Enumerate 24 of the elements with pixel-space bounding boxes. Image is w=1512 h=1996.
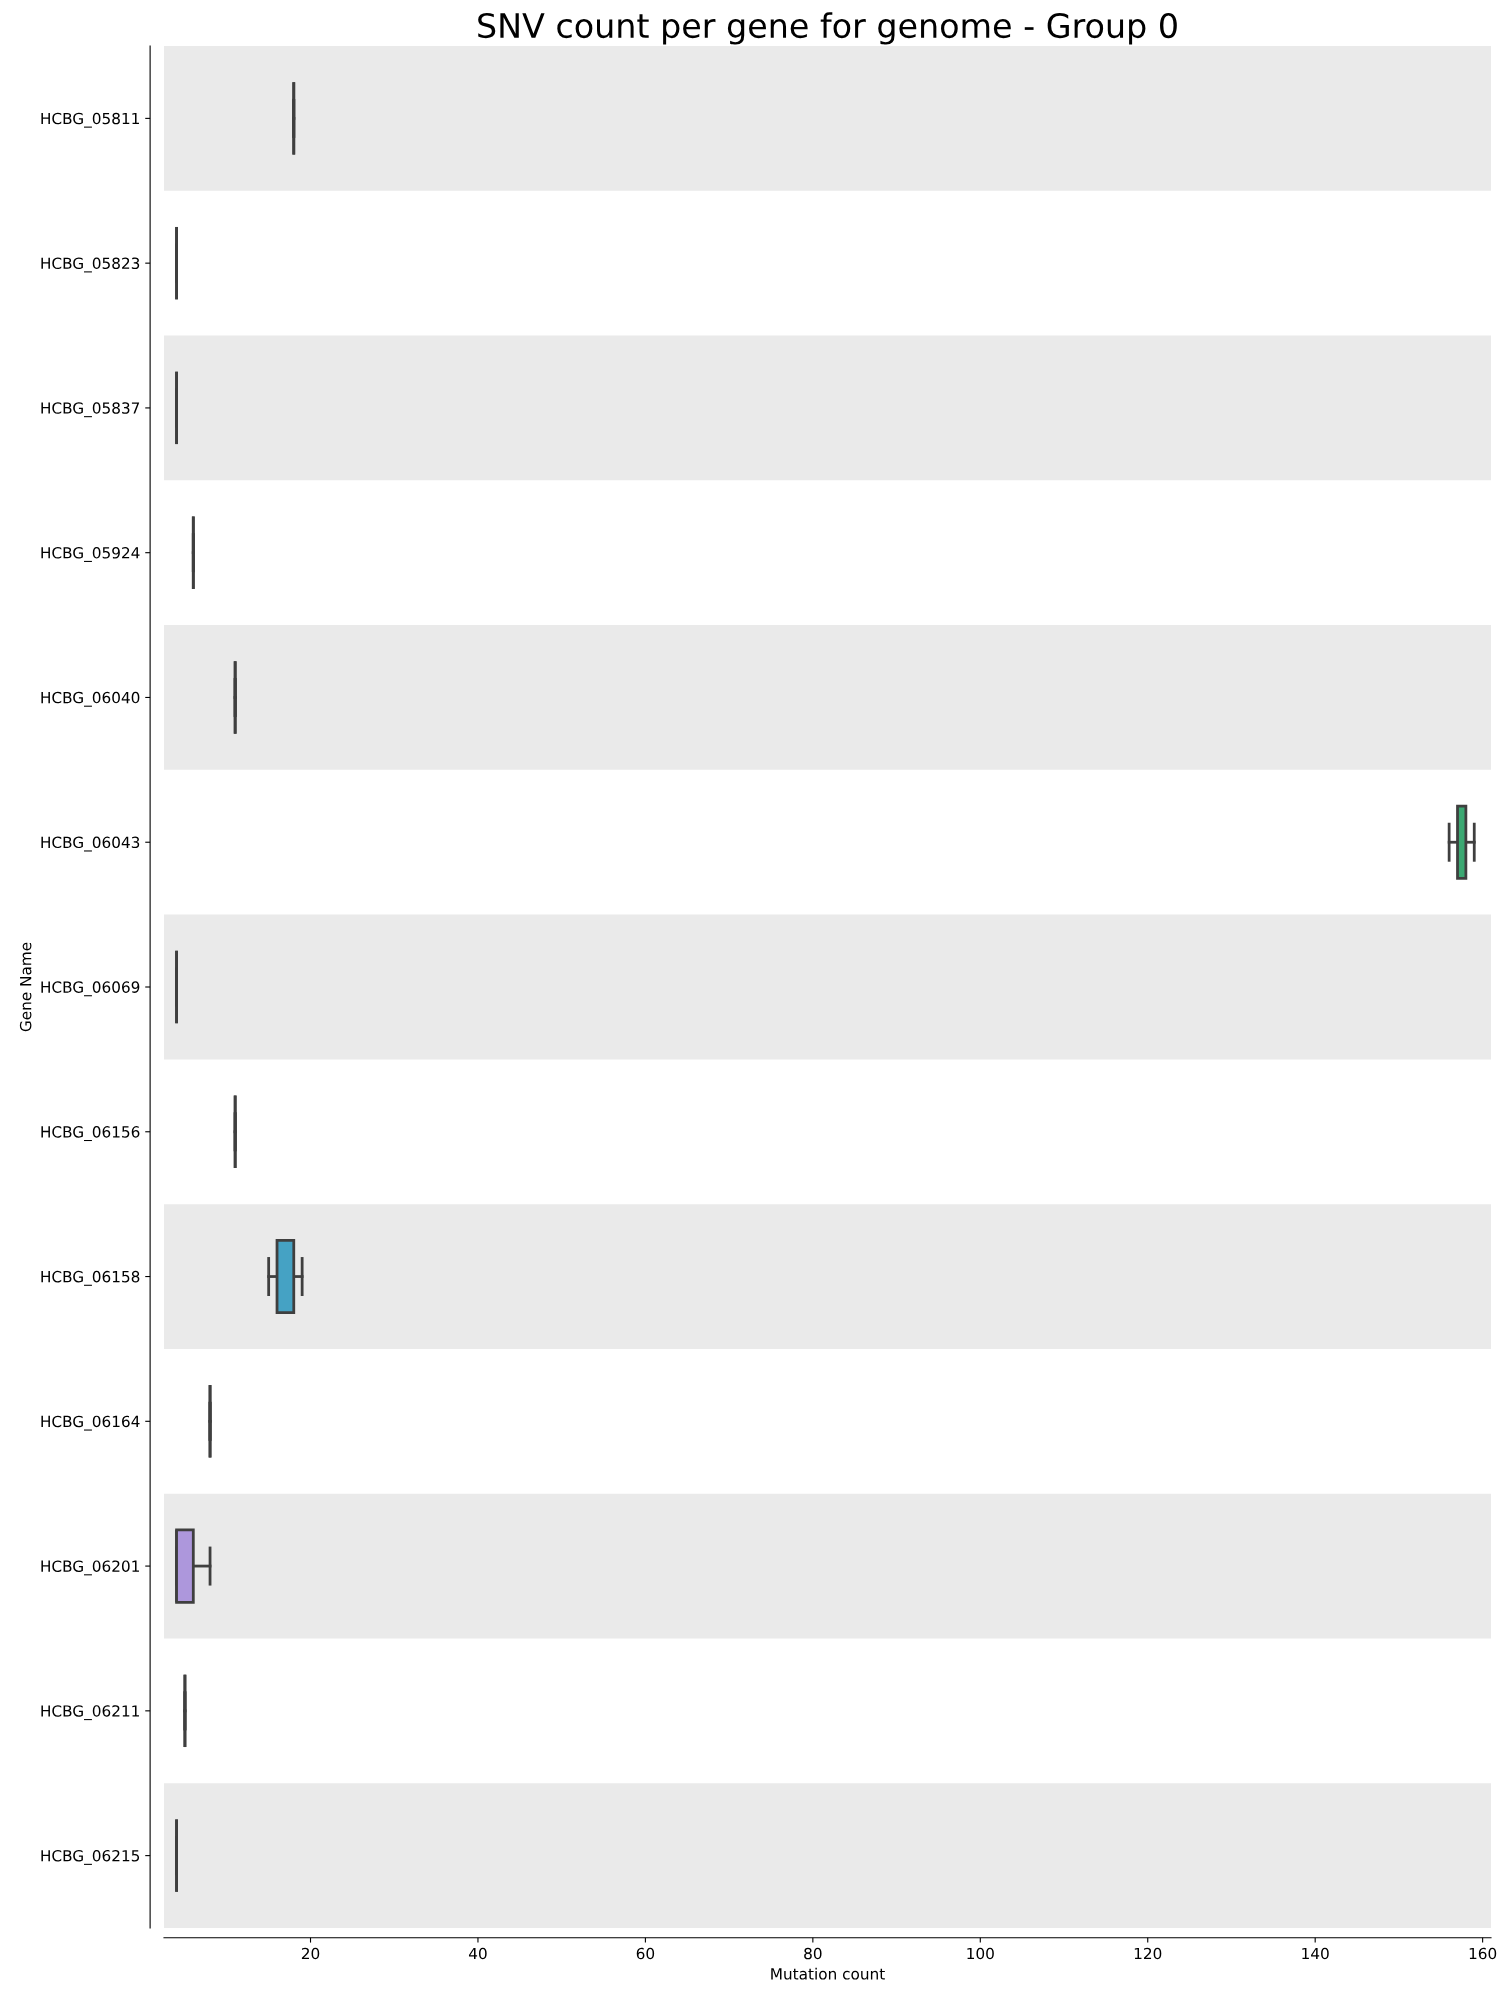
- y-tick-label: HCBG_05823: [41, 257, 140, 273]
- x-tick-label: 140: [1302, 1947, 1329, 1960]
- chart-title: SNV count per gene for genome - Group 0: [478, 12, 1177, 45]
- y-tick-label: HCBG_05811: [41, 112, 139, 128]
- y-tick-label: HCBG_05837: [41, 402, 140, 418]
- x-tick-label: 60: [636, 1947, 655, 1960]
- x-axis-title: Mutation count: [771, 1967, 885, 1980]
- y-axis-title: Gene Name: [19, 942, 32, 1032]
- y-tick-label: HCBG_06201: [41, 1560, 139, 1576]
- x-tick-label: 100: [967, 1947, 994, 1960]
- x-tick-label: 160: [1469, 1947, 1497, 1960]
- y-tick-label: HCBG_06211: [41, 1705, 139, 1721]
- x-tick-label: 40: [468, 1947, 487, 1960]
- y-tick-label: HCBG_06040: [41, 691, 140, 707]
- x-tick-label: 20: [301, 1947, 320, 1960]
- x-tick-label: 80: [804, 1947, 822, 1960]
- y-tick-label: HCBG_06158: [41, 1270, 140, 1286]
- y-tick-label: HCBG_06069: [41, 981, 140, 997]
- y-tick-label: HCBG_06164: [41, 1415, 140, 1431]
- y-tick-label: HCBG_06215: [41, 1849, 140, 1865]
- x-tick-label: 120: [1134, 1947, 1162, 1960]
- y-tick-label: HCBG_06156: [41, 1126, 140, 1142]
- y-tick-label: HCBG_05924: [41, 547, 140, 562]
- y-tick-label: HCBG_06043: [41, 836, 140, 852]
